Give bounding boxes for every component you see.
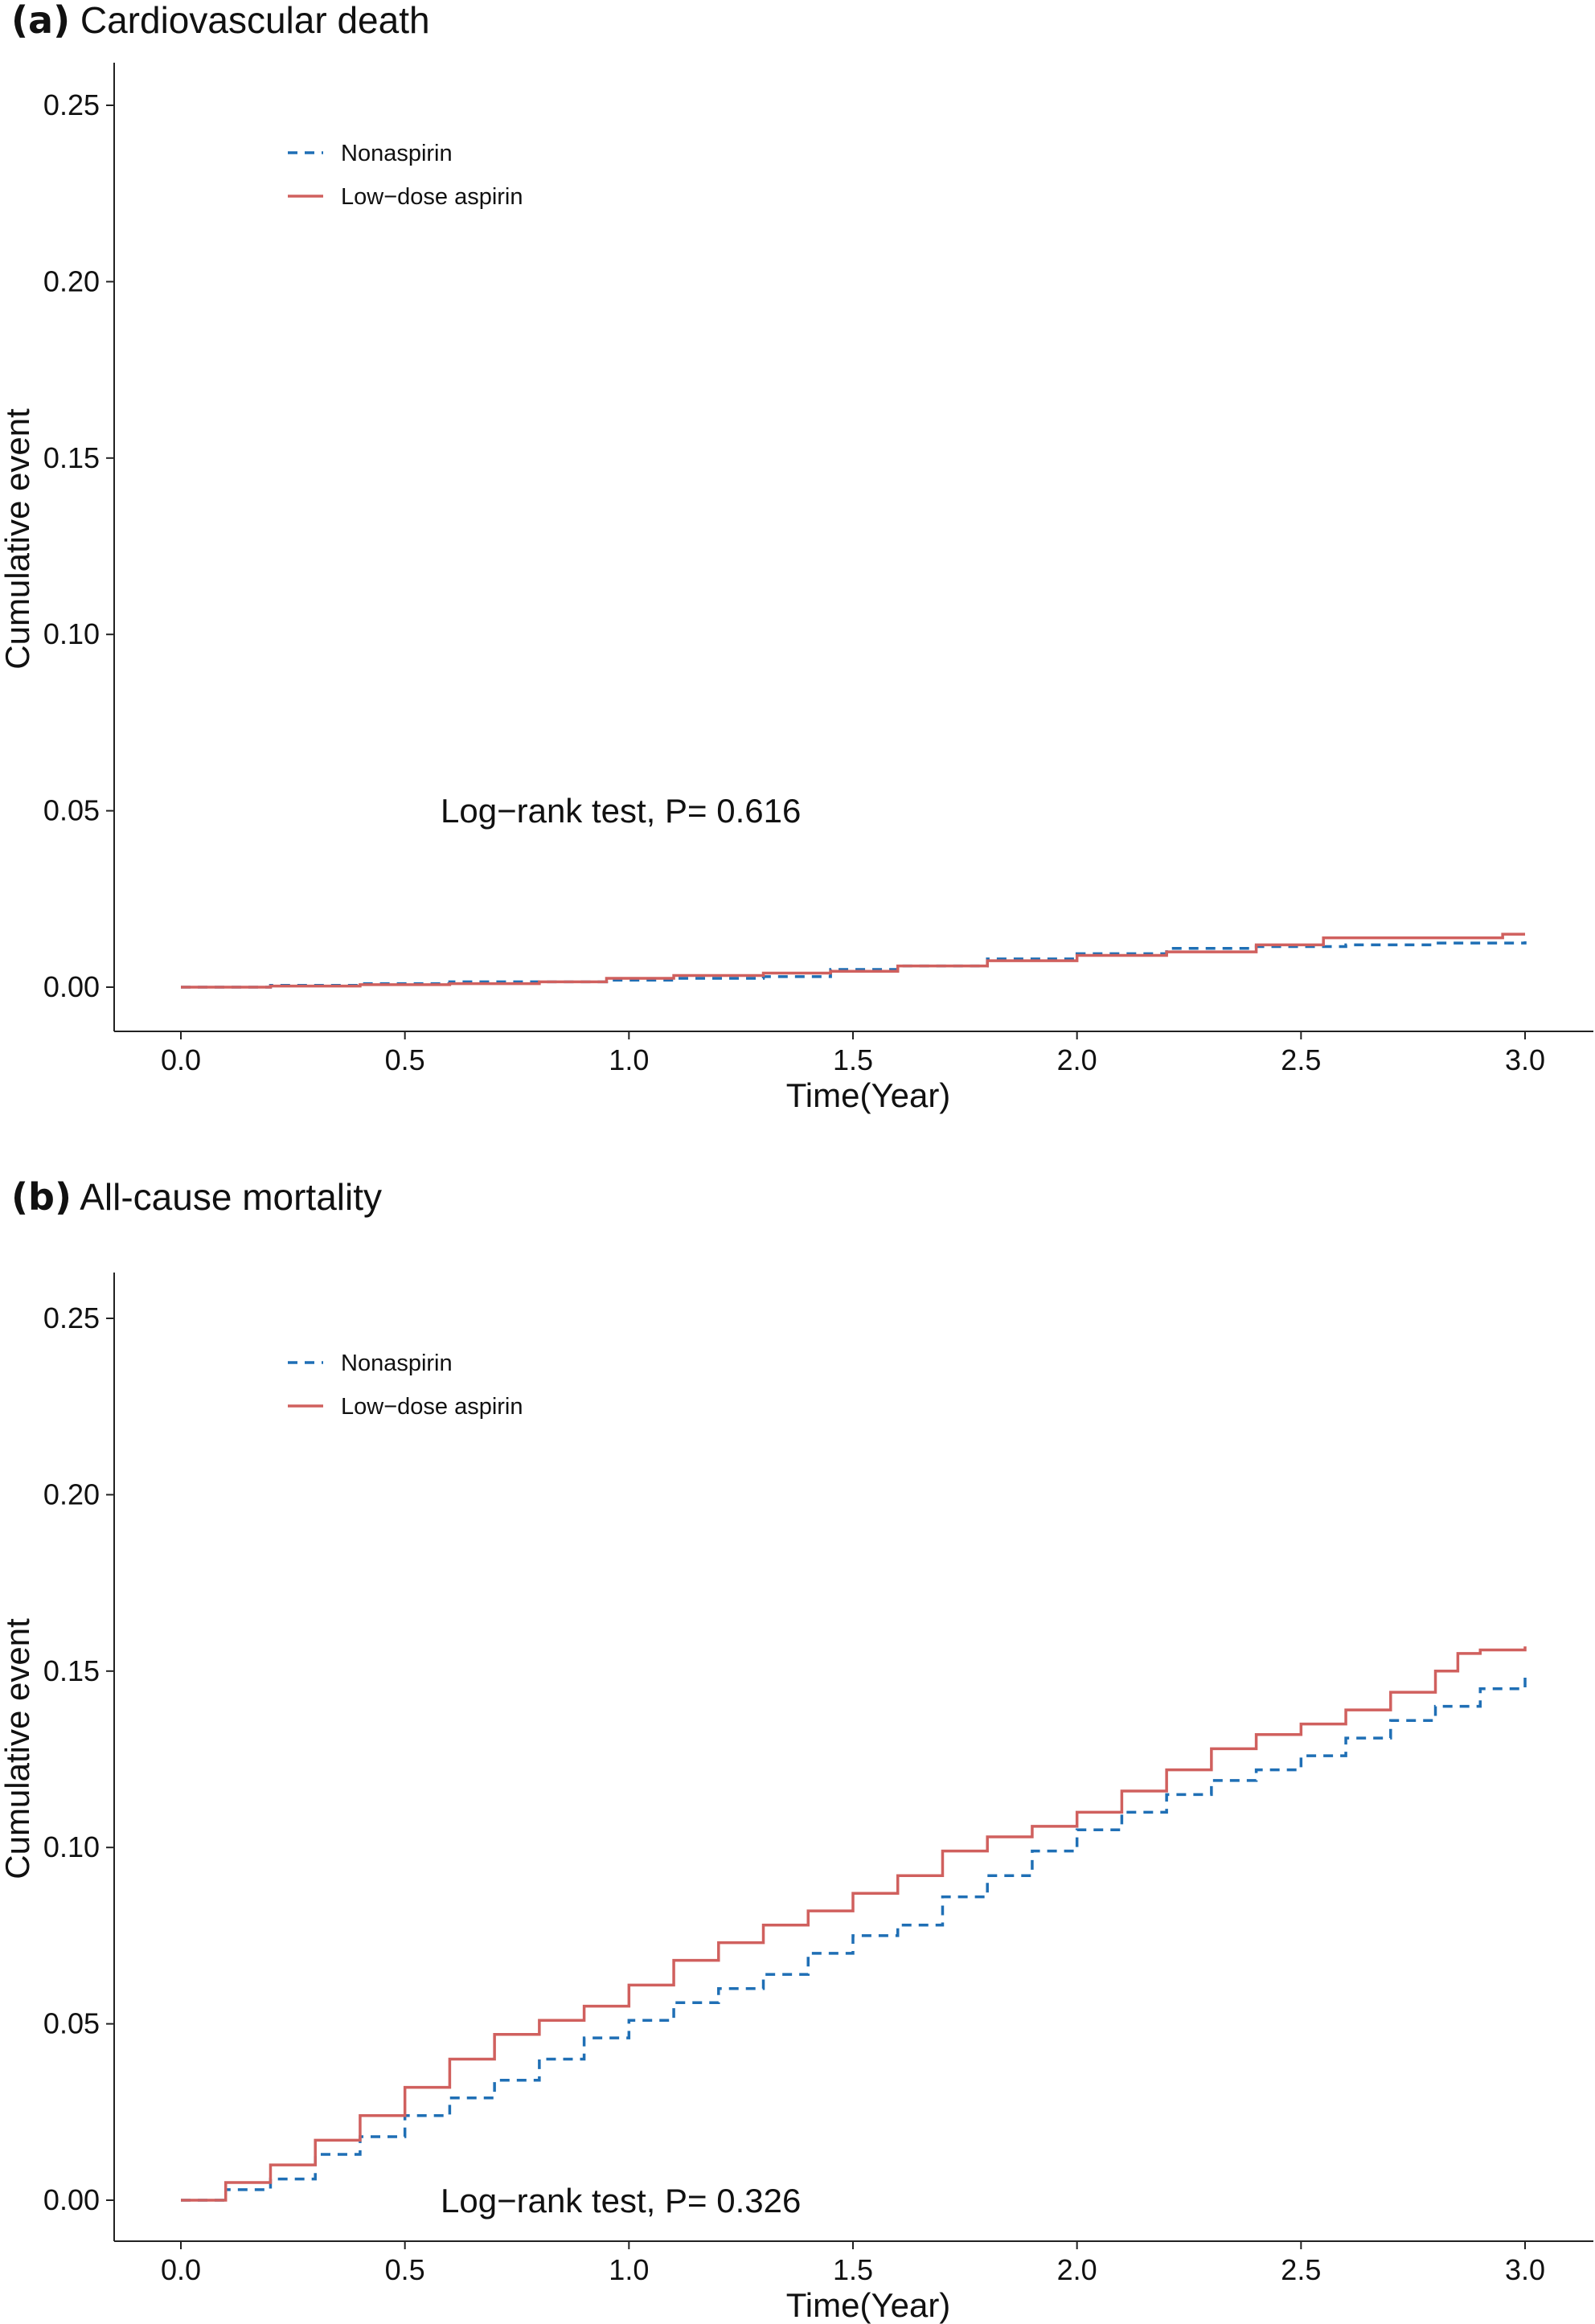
panel-a-plot: 0.00 0.05 0.10 0.15 0.20 0.25 0.0 0.5 1.0 1.5 2.0 2… <box>0 63 1593 1114</box>
panel-a-y-tick-label: 0.05 <box>43 794 100 827</box>
panel-b-legend-label-low-dose-aspirin: Low−dose aspirin <box>341 1394 523 1420</box>
panel-a-x-tick-label: 2.5 <box>1281 1043 1321 1076</box>
panel-a-y-tick-label: 0.00 <box>43 970 100 1003</box>
panel-b-plot: 0.00 0.05 0.10 0.15 0.20 0.25 0.0 0.5 1.0 1.5 2.0 2… <box>0 1273 1593 2324</box>
panel-a-y-axis-title: Cumulative event <box>0 408 36 670</box>
panel-a-title-text: Cardiovascular death <box>80 0 430 41</box>
panel-b-series-nonaspirin-line <box>181 1670 1527 2202</box>
panel-a-legend-label-nonaspirin: Nonaspirin <box>341 141 453 166</box>
panel-a-x-tick-label: 1.5 <box>833 1043 873 1076</box>
panel-a-x-tick-label: 0.5 <box>385 1043 425 1076</box>
panel-a-logrank-annotation: Log−rank test, P= 0.616 <box>441 792 801 830</box>
panel-a-letter: (a) <box>11 0 71 42</box>
panel-b-x-tick-label: 0.5 <box>385 2253 425 2286</box>
panel-b-x-tick-label: 1.0 <box>609 2253 649 2286</box>
panel-b-letter: (b) <box>11 1175 72 1219</box>
panel-b-y-axis-title: Cumulative event <box>0 1618 36 1879</box>
panel-b-y-tick-label: 0.15 <box>43 1654 100 1687</box>
panel-b-y-tick-label: 0.05 <box>43 2007 100 2040</box>
panel-a-title: (a) Cardiovascular death <box>11 0 430 42</box>
panel-b-title-text: All-cause mortality <box>80 1176 383 1218</box>
panel-a-y-tick-label: 0.10 <box>43 617 100 650</box>
panel-a-y-tick-label: 0.20 <box>43 264 100 297</box>
panel-a-x-tick-label: 3.0 <box>1505 1043 1545 1076</box>
panel-a-x-axis-title: Time(Year) <box>786 1076 951 1114</box>
panel-a-y-tick-label: 0.25 <box>43 88 100 121</box>
panel-b-legend-label-nonaspirin: Nonaspirin <box>341 1351 453 1376</box>
panel-b-x-tick-label: 0.0 <box>161 2253 201 2286</box>
panel-a-series-low-dose-aspirin-line <box>181 932 1525 989</box>
panel-b-y-tick-label: 0.00 <box>43 2183 100 2216</box>
panel-a-x-tick-label: 1.0 <box>609 1043 649 1076</box>
panel-b-y-tick-label: 0.10 <box>43 1830 100 1863</box>
panel-a-y-tick-label: 0.15 <box>43 441 100 474</box>
panel-b-x-tick-label: 3.0 <box>1505 2253 1545 2286</box>
panel-a-x-tick-label: 2.0 <box>1057 1043 1097 1076</box>
panel-a-series-nonaspirin-line <box>181 941 1527 989</box>
panel-b-logrank-annotation: Log−rank test, P= 0.326 <box>441 2182 801 2219</box>
panel-a-legend-label-low-dose-aspirin: Low−dose aspirin <box>341 184 523 210</box>
panel-b-x-tick-label: 1.5 <box>833 2253 873 2286</box>
panel-b-y-tick-label: 0.25 <box>43 1301 100 1334</box>
panel-b-x-tick-label: 2.0 <box>1057 2253 1097 2286</box>
panel-b-x-tick-label: 2.5 <box>1281 2253 1321 2286</box>
panel-b-title: (b) All-cause mortality <box>11 1175 382 1219</box>
panel-b-x-axis-title: Time(Year) <box>786 2286 951 2324</box>
panel-b-series-low-dose-aspirin-line <box>181 1646 1527 2202</box>
panel-b-y-tick-label: 0.20 <box>43 1478 100 1510</box>
panel-a-x-tick-label: 0.0 <box>161 1043 201 1076</box>
